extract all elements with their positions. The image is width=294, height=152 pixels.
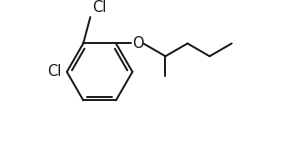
Text: Cl: Cl (47, 64, 61, 79)
Text: Cl: Cl (92, 0, 106, 15)
Text: O: O (132, 36, 144, 51)
